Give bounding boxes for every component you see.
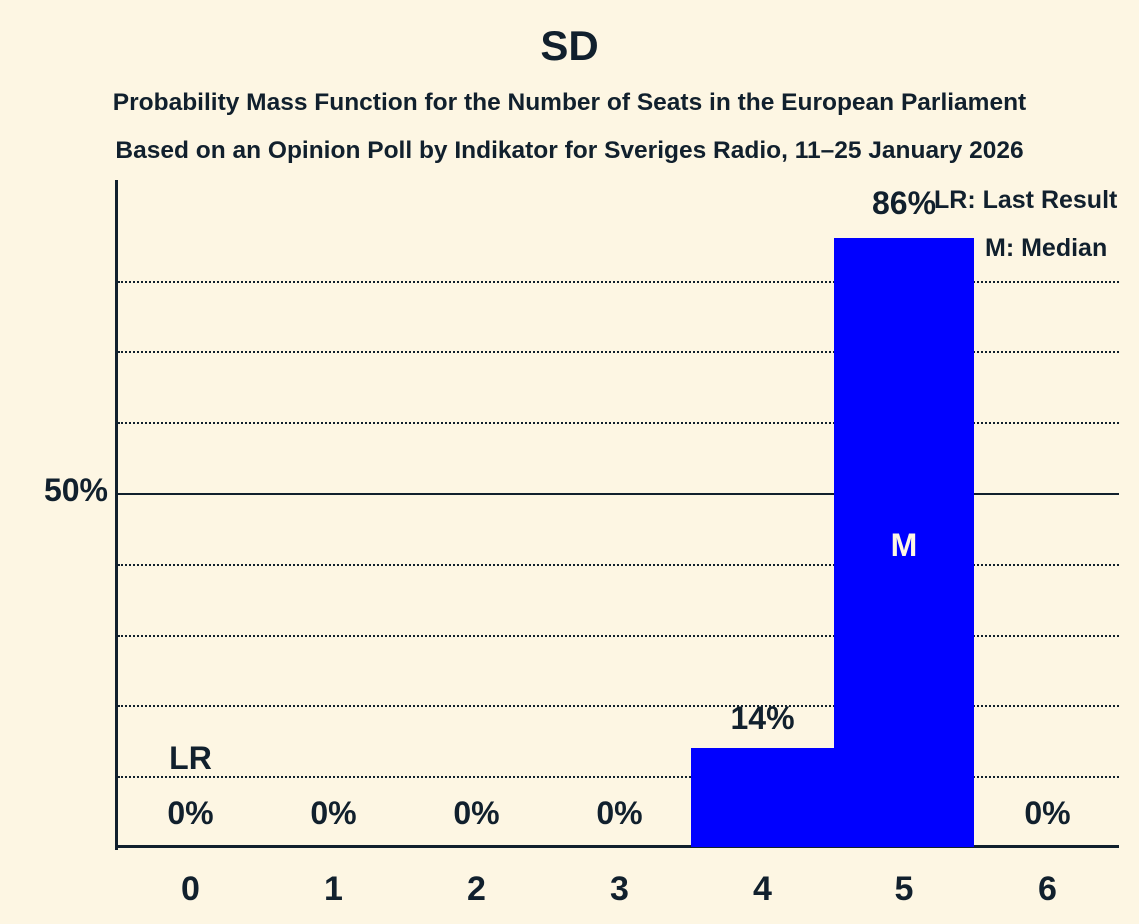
x-tick-label-5: 5 [894, 870, 914, 908]
gridline-30 [118, 634, 1119, 637]
x-axis-line [115, 845, 1119, 848]
y-axis-line [115, 180, 118, 850]
gridline-50-major [118, 493, 1119, 495]
chart-subtitle-source: Based on an Opinion Poll by Indikator fo… [115, 137, 1024, 164]
gridline-90 [118, 280, 1119, 283]
gridline-80 [118, 351, 1119, 354]
bar-seats-4[interactable] [691, 747, 834, 847]
value-label-seats-5: 86% [871, 185, 937, 221]
bar-seats-5[interactable] [834, 238, 974, 847]
value-label-seats-3: 0% [596, 795, 643, 831]
y-axis-tick-label-50: 50% [43, 472, 108, 508]
x-tick-label-2: 2 [467, 870, 486, 908]
value-label-seats-2: 0% [453, 795, 500, 831]
value-label-seats-1: 0% [310, 795, 357, 831]
value-label-seats-4: 14% [730, 700, 795, 736]
value-label-seats-6: 0% [1024, 795, 1071, 831]
gridline-10 [118, 776, 1119, 779]
legend-item-last-result: LR: Last Result [934, 186, 1118, 214]
chart-subtitle-primary: Probability Mass Function for the Number… [112, 89, 1027, 116]
plot-area [118, 139, 1119, 847]
x-tick-label-6: 6 [1038, 870, 1057, 908]
x-tick-label-3: 3 [610, 870, 629, 908]
gridline-40 [118, 563, 1119, 566]
median-marker: M [890, 527, 918, 563]
last-result-marker: LR [169, 740, 212, 776]
x-tick-label-1: 1 [324, 870, 343, 908]
x-tick-label-0: 0 [181, 870, 200, 908]
x-tick-label-4: 4 [753, 870, 772, 908]
value-label-seats-0: 0% [167, 795, 214, 831]
legend-item-median: M: Median [985, 234, 1108, 262]
page-title: SD [540, 22, 599, 69]
gridline-70 [118, 422, 1119, 425]
gridline-20 [118, 705, 1119, 708]
